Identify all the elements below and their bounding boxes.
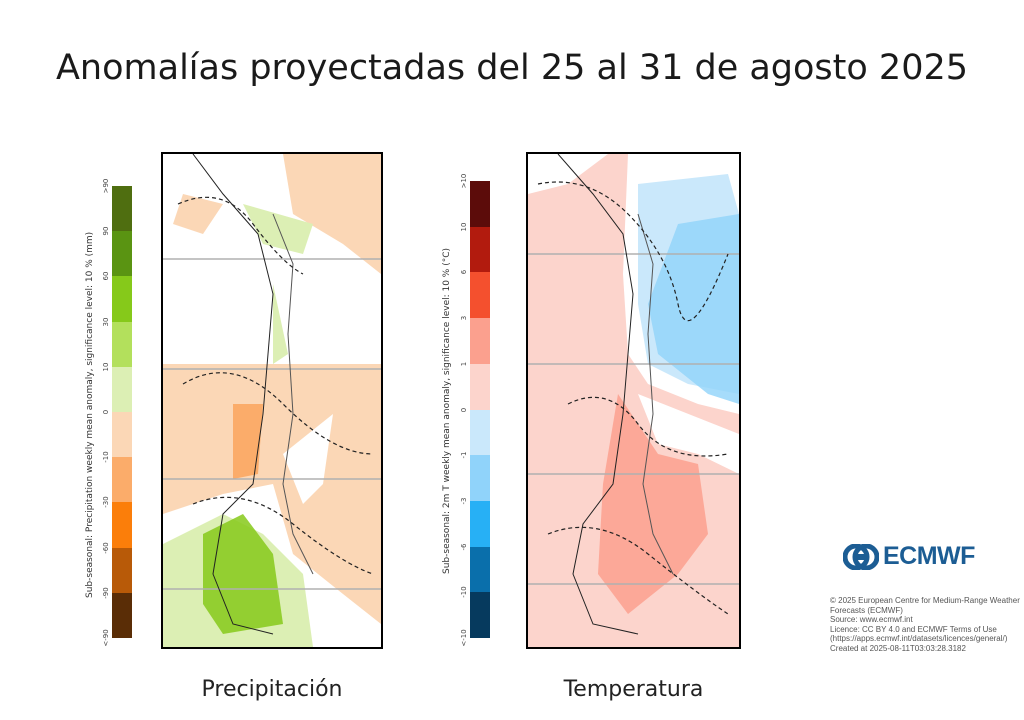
- colorbar-tick-label: -6: [460, 543, 468, 551]
- colorbar-segment: [470, 363, 490, 410]
- ecmwf-logo-icon: [843, 543, 879, 570]
- colorbar-segment: [112, 321, 132, 367]
- colorbar-tick-label: 90: [102, 226, 110, 236]
- colorbar-segment: [112, 412, 132, 458]
- temperature-colorbar: [470, 181, 490, 639]
- colorbar-tick-label: <-90: [102, 629, 110, 647]
- colorbar-tick-label: 60: [102, 271, 110, 281]
- colorbar-tick-label: >90: [102, 178, 110, 194]
- colorbar-tick-label: 3: [460, 315, 468, 321]
- colorbar-segment: [112, 276, 132, 322]
- temperature-colorbar-ticks: >10 10 6 3 1 0 -1 -3 -6 -10 <-10: [458, 174, 470, 647]
- colorbar-tick-label: >10: [460, 173, 468, 189]
- colorbar-segment: [112, 366, 132, 413]
- colorbar-segment: [470, 318, 490, 364]
- colorbar-segment: [470, 409, 490, 456]
- credit-line: Created at 2025-08-11T03:03:28.3182: [830, 643, 966, 653]
- colorbar-segment: [470, 592, 490, 639]
- colorbar-segment: [470, 455, 490, 501]
- colorbar-segment: [112, 502, 132, 548]
- page-title: Anomalías proyectadas del 25 al 31 de ag…: [55, 48, 969, 88]
- colorbar-tick-label: -3: [460, 497, 468, 505]
- colorbar-segment: [112, 457, 132, 503]
- credit-line: Licence: CC BY 4.0 and ECMWF Terms of Us…: [830, 624, 1008, 644]
- temperature-map: [526, 152, 741, 649]
- colorbar-tick-label: <-10: [460, 629, 468, 647]
- colorbar-tick-label: -10: [102, 451, 110, 463]
- colorbar-segment: [112, 592, 132, 639]
- colorbar-segment: [470, 500, 490, 547]
- precipitation-caption: Precipitación: [201, 677, 343, 702]
- colorbar-segment: [470, 546, 490, 593]
- colorbar-tick-label: 0: [102, 409, 110, 415]
- colorbar-tick-label: -90: [102, 587, 110, 599]
- temperature-caption: Temperatura: [563, 677, 704, 702]
- ecmwf-logo-text: ECMWF: [883, 542, 975, 570]
- colorbar-tick-label: 10: [460, 222, 468, 232]
- colorbar-tick-label: 1: [460, 361, 468, 367]
- colorbar-tick-label: -30: [102, 496, 110, 509]
- colorbar-segment: [112, 231, 132, 277]
- credits: © 2025 European Centre for Medium-Range …: [830, 596, 1020, 653]
- colorbar-tick-label: 30: [102, 317, 110, 327]
- ecmwf-logo: ECMWF: [843, 542, 975, 571]
- colorbar-segment: [112, 547, 132, 593]
- credit-line: Source: www.ecmwf.int: [830, 615, 913, 624]
- colorbar-segment: [470, 272, 490, 319]
- colorbar-tick-label: -60: [102, 541, 110, 554]
- precipitation-colorbar: [112, 186, 132, 639]
- precipitation-colorbar-label: Sub-seasonal: Precipitation weekly mean …: [85, 231, 95, 598]
- colorbar-segment: [112, 186, 132, 232]
- precipitation-colorbar-ticks: >90 90 60 30 10 0 -10 -30 -60 -90 <-90: [100, 179, 112, 647]
- colorbar-tick-label: 6: [460, 270, 468, 275]
- colorbar-segment: [470, 226, 490, 273]
- colorbar-segment: [470, 181, 490, 227]
- colorbar-tick-label: 0: [460, 407, 468, 412]
- temperature-colorbar-label: Sub-seasonal: 2m T weekly mean anomaly, …: [442, 247, 452, 574]
- credit-line: © 2025 European Centre for Medium-Range …: [830, 596, 1020, 615]
- colorbar-tick-label: -10: [460, 586, 468, 599]
- colorbar-tick-label: 10: [102, 362, 110, 372]
- colorbar-tick-label: -1: [460, 451, 468, 459]
- precipitation-map: [161, 152, 383, 649]
